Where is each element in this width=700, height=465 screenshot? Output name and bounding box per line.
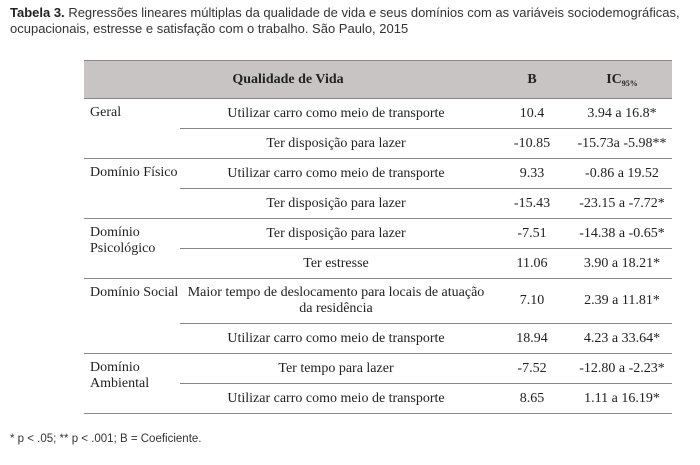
variable-cell: Ter disposição para lazer	[180, 188, 492, 219]
table-row: Ter estresse 11.06 3.90 a 18.21*	[84, 248, 672, 279]
table-row: Utilizar carro como meio de transporte 1…	[84, 323, 672, 354]
table-caption: Tabela 3. Regressões lineares múltiplas …	[10, 5, 690, 37]
ic-cell: -12.80 a -2.23*	[572, 353, 672, 384]
b-cell: 10.4	[492, 98, 572, 129]
domain-label-text: Domínio Social	[90, 285, 179, 300]
variable-cell: Ter disposição para lazer	[180, 218, 492, 249]
table-header-row: Qualidade de Vida B IC95%	[84, 60, 672, 99]
b-cell: -10.85	[492, 128, 572, 159]
header-qualidade: Qualidade de Vida	[84, 60, 492, 99]
domain-label: Domínio Psicológico	[84, 218, 180, 279]
variable-cell: Maior tempo de deslocamento para locais …	[180, 278, 492, 324]
regression-table: Qualidade de Vida B IC95% Geral Utilizar…	[84, 60, 672, 414]
variable-cell: Ter tempo para lazer	[180, 353, 492, 384]
table-row: Domínio Ambiental Ter tempo para lazer -…	[84, 353, 672, 414]
header-ic-sub: 95%	[621, 78, 638, 88]
ic-cell: -15.73a -5.98**	[572, 128, 672, 159]
header-ic: IC95%	[572, 60, 672, 99]
ic-cell: 3.90 a 18.21*	[572, 248, 672, 279]
b-cell: 7.10	[492, 278, 572, 324]
table-row: Domínio Físico Utilizar carro como meio …	[84, 158, 672, 219]
table-row: Domínio Psicológico Ter disposição para …	[84, 218, 672, 279]
variable-cell: Utilizar carro como meio de transporte	[180, 158, 492, 189]
caption-text: Regressões lineares múltiplas da qualida…	[10, 5, 680, 36]
domain-label: Geral	[84, 98, 180, 159]
variable-cell: Utilizar carro como meio de transporte	[180, 98, 492, 129]
table-row: Domínio Social Maior tempo de deslocamen…	[84, 278, 672, 354]
ic-cell: 3.94 a 16.8*	[572, 98, 672, 129]
b-cell: 18.94	[492, 323, 572, 354]
domain-label: Domínio Ambiental	[84, 353, 180, 414]
domain-label: Domínio Social	[84, 278, 180, 354]
variable-cell: Ter estresse	[180, 248, 492, 279]
domain-label-text: Domínio Ambiental	[90, 360, 150, 391]
table-row: Geral Utilizar carro como meio de transp…	[84, 98, 672, 159]
ic-cell: -0.86 a 19.52	[572, 158, 672, 189]
header-ic-label: IC	[606, 71, 622, 87]
variable-cell: Utilizar carro como meio de transporte	[180, 323, 492, 354]
ic-cell: 1.11 a 16.19*	[572, 383, 672, 414]
ic-cell: 2.39 a 11.81*	[572, 278, 672, 324]
b-cell: -7.52	[492, 353, 572, 384]
variable-cell: Utilizar carro como meio de transporte	[180, 383, 492, 414]
domain-label: Domínio Físico	[84, 158, 180, 219]
b-cell: 8.65	[492, 383, 572, 414]
caption-label: Tabela 3.	[10, 5, 65, 20]
header-b: B	[492, 60, 572, 99]
variable-cell: Ter disposição para lazer	[180, 128, 492, 159]
table-footnote: * p < .05; ** p < .001; B = Coeficiente.	[10, 433, 202, 445]
ic-cell: -14.38 a -0.65*	[572, 218, 672, 249]
b-cell: 11.06	[492, 248, 572, 279]
table-row: Ter disposição para lazer -15.43 -23.15 …	[84, 188, 672, 219]
table-row: Utilizar carro como meio de transporte 8…	[84, 383, 672, 414]
ic-cell: -23.15 a -7.72*	[572, 188, 672, 219]
ic-cell: 4.23 a 33.64*	[572, 323, 672, 354]
b-cell: -15.43	[492, 188, 572, 219]
b-cell: -7.51	[492, 218, 572, 249]
domain-label-text: Domínio Físico	[90, 165, 178, 180]
domain-label-text: Domínio Psicológico	[90, 225, 156, 256]
table-row: Ter disposição para lazer -10.85 -15.73a…	[84, 128, 672, 159]
b-cell: 9.33	[492, 158, 572, 189]
